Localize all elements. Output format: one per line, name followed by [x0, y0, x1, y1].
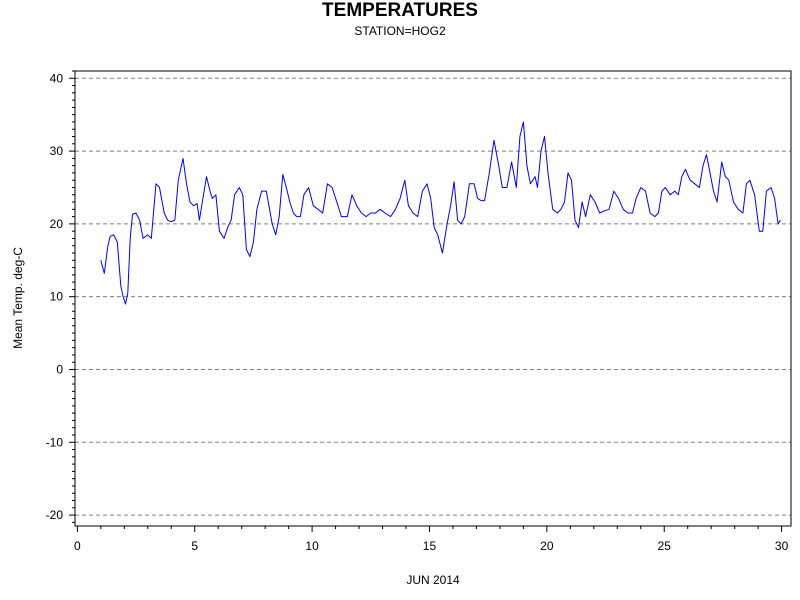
y-tick-label: 10: [50, 290, 64, 304]
y-tick-label: 0: [56, 362, 63, 376]
y-tick-label: -10: [46, 435, 64, 449]
y-tick-label: 20: [50, 217, 64, 231]
x-tick-label: 15: [423, 539, 437, 553]
x-tick-label: 30: [775, 539, 789, 553]
x-tick-label: 20: [540, 539, 554, 553]
y-tick-label: 40: [50, 71, 64, 85]
plot-frame: [74, 70, 792, 527]
x-tick-label: 5: [191, 539, 198, 553]
tick-labels: -20 -10 0 10 20 30 40 0 5 10 15 20 25 30: [46, 71, 789, 553]
y-axis-label: Mean Temp. deg-C: [11, 247, 25, 349]
major-ticks: [69, 77, 783, 532]
gridlines: [75, 77, 791, 516]
series-line: [100, 121, 781, 305]
y-tick-label: -20: [46, 508, 64, 522]
minor-ticks: [72, 70, 759, 529]
x-axis-label: JUN 2014: [406, 573, 460, 587]
chart-title: TEMPERATURES: [322, 0, 478, 21]
x-tick-label: 10: [305, 539, 319, 553]
x-tick-label: 25: [658, 539, 672, 553]
x-tick-label: 0: [74, 539, 81, 553]
chart-subtitle: STATION=HOG2: [354, 24, 446, 38]
y-tick-label: 30: [50, 144, 64, 158]
